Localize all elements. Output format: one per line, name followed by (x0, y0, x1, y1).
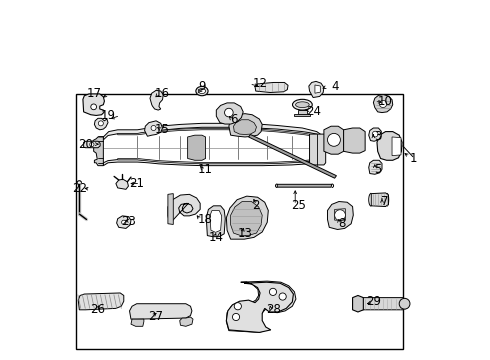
Text: 29: 29 (367, 296, 382, 309)
Polygon shape (93, 137, 103, 166)
Polygon shape (117, 216, 131, 228)
Text: 8: 8 (338, 216, 345, 230)
Text: 14: 14 (209, 231, 224, 244)
Polygon shape (377, 132, 402, 160)
Polygon shape (103, 123, 320, 140)
Polygon shape (309, 81, 324, 98)
Circle shape (379, 100, 387, 108)
Polygon shape (255, 82, 288, 93)
Circle shape (232, 314, 240, 320)
Text: 5: 5 (374, 163, 381, 176)
Circle shape (279, 293, 286, 300)
Polygon shape (118, 158, 310, 164)
Text: 13: 13 (238, 227, 252, 240)
Polygon shape (234, 120, 256, 134)
Text: 17: 17 (87, 87, 101, 100)
Text: 12: 12 (252, 77, 267, 90)
Text: 22: 22 (72, 183, 87, 195)
Polygon shape (210, 211, 221, 232)
Polygon shape (226, 282, 294, 332)
Polygon shape (353, 296, 364, 312)
Text: 7: 7 (381, 195, 389, 208)
Circle shape (270, 288, 276, 296)
Circle shape (399, 298, 410, 309)
Polygon shape (327, 202, 353, 229)
Polygon shape (315, 85, 320, 93)
Circle shape (122, 220, 126, 225)
Polygon shape (231, 202, 262, 235)
Circle shape (335, 210, 345, 221)
Text: 18: 18 (198, 213, 213, 226)
Circle shape (372, 131, 378, 137)
Text: 4: 4 (331, 80, 339, 93)
Polygon shape (373, 95, 393, 113)
Ellipse shape (295, 102, 309, 108)
Polygon shape (131, 319, 144, 326)
Text: 25: 25 (292, 199, 306, 212)
Polygon shape (216, 103, 243, 124)
Ellipse shape (293, 99, 312, 110)
Polygon shape (150, 90, 163, 110)
Polygon shape (116, 179, 128, 189)
Text: 1: 1 (410, 152, 417, 165)
Text: 15: 15 (155, 123, 170, 136)
Polygon shape (229, 114, 262, 137)
Polygon shape (226, 281, 296, 332)
Polygon shape (83, 94, 104, 116)
Polygon shape (145, 121, 163, 136)
Polygon shape (277, 184, 332, 187)
Circle shape (234, 303, 242, 310)
Polygon shape (129, 304, 192, 319)
Circle shape (98, 121, 103, 126)
Polygon shape (118, 129, 310, 135)
Text: 11: 11 (198, 163, 213, 176)
Polygon shape (248, 134, 337, 178)
Polygon shape (84, 141, 100, 148)
Polygon shape (392, 137, 401, 156)
Text: 9: 9 (198, 80, 206, 93)
Circle shape (151, 126, 156, 131)
Polygon shape (368, 160, 382, 174)
Circle shape (91, 104, 97, 110)
Text: 19: 19 (101, 109, 116, 122)
Polygon shape (188, 135, 205, 160)
Text: 23: 23 (121, 215, 136, 228)
Polygon shape (335, 209, 345, 220)
Text: 24: 24 (306, 105, 320, 118)
Circle shape (90, 142, 94, 147)
Bar (76, 94, 403, 348)
Text: 16: 16 (155, 87, 170, 100)
Polygon shape (371, 193, 389, 207)
Polygon shape (226, 196, 269, 239)
Text: 2: 2 (252, 199, 260, 212)
Circle shape (327, 134, 341, 146)
Polygon shape (103, 158, 320, 166)
Polygon shape (298, 110, 307, 114)
Polygon shape (168, 194, 200, 224)
Polygon shape (353, 298, 406, 310)
Polygon shape (168, 194, 173, 225)
Text: 21: 21 (129, 177, 145, 190)
Circle shape (224, 108, 233, 117)
Polygon shape (95, 118, 108, 130)
Polygon shape (343, 128, 365, 153)
Polygon shape (310, 134, 326, 165)
Polygon shape (294, 114, 310, 116)
Text: 10: 10 (378, 95, 392, 108)
Text: 20: 20 (78, 138, 93, 150)
Polygon shape (324, 126, 343, 154)
Polygon shape (78, 293, 124, 310)
Text: 28: 28 (266, 303, 281, 316)
Text: 3: 3 (374, 130, 381, 144)
Text: 6: 6 (230, 113, 238, 126)
Text: 27: 27 (148, 310, 163, 323)
Text: 26: 26 (91, 303, 105, 316)
Polygon shape (206, 206, 225, 237)
Ellipse shape (198, 89, 205, 94)
Polygon shape (368, 128, 381, 141)
Ellipse shape (196, 86, 208, 96)
Polygon shape (180, 317, 193, 326)
